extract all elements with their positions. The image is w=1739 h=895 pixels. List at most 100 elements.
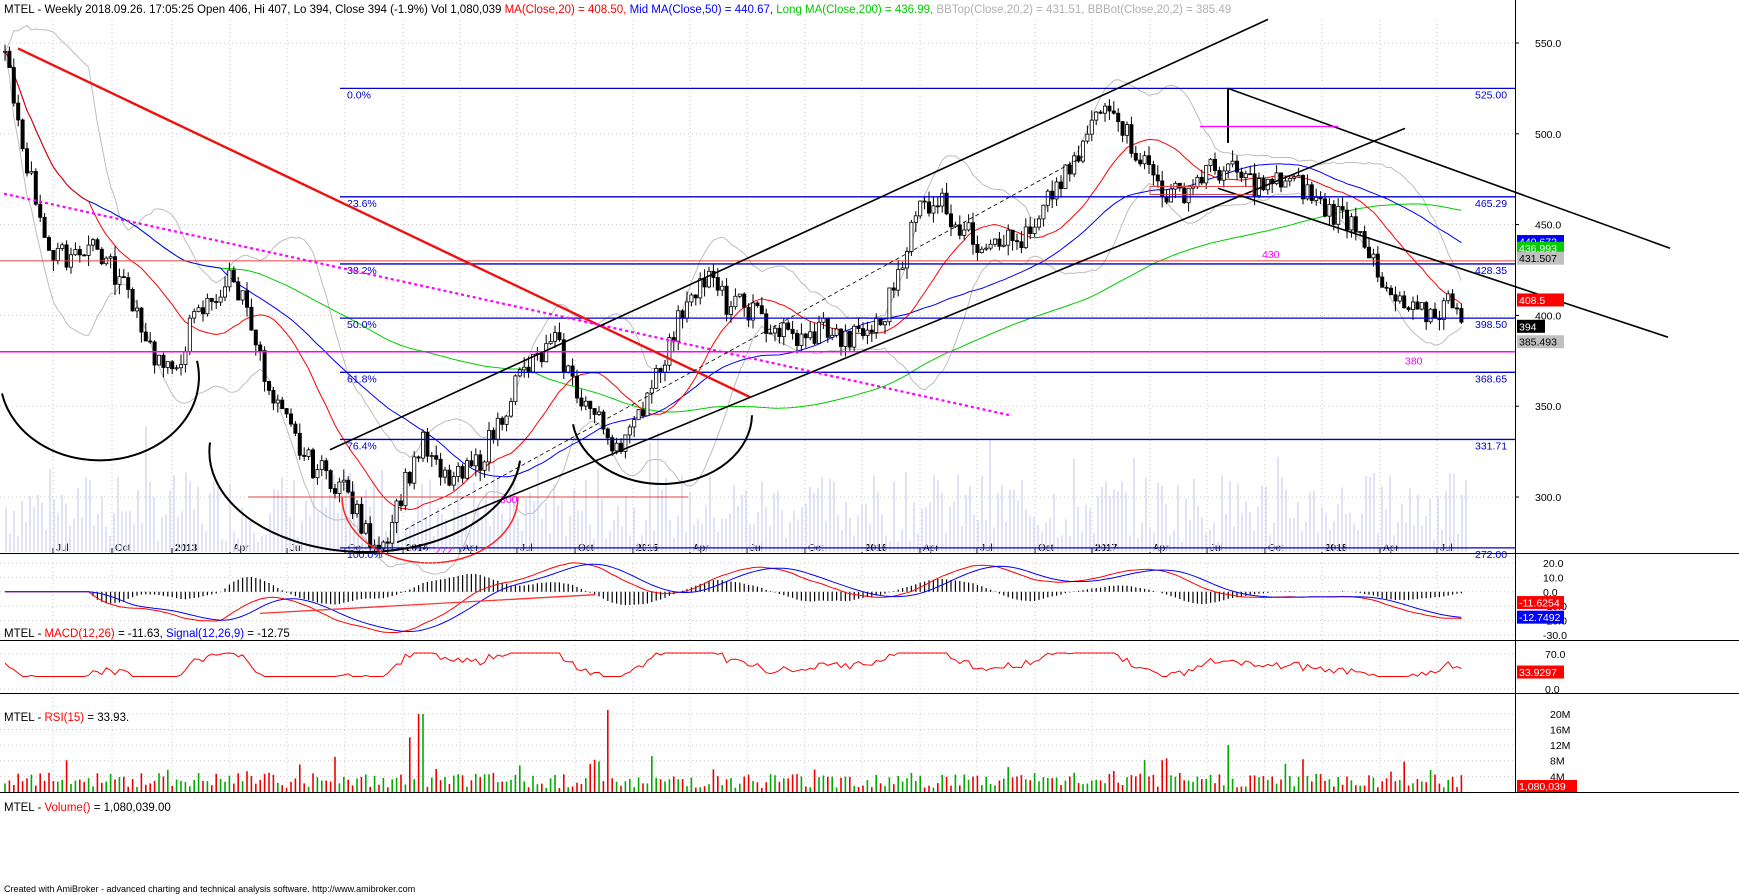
candle-body xyxy=(77,249,82,256)
candle-body xyxy=(966,222,971,231)
candle-body xyxy=(1138,159,1143,165)
candle-body xyxy=(1323,198,1328,217)
candle-body xyxy=(236,281,241,301)
candle-body xyxy=(641,409,646,417)
candle-body xyxy=(1314,197,1319,201)
fib-price-label: 428.35 xyxy=(1475,265,1507,277)
candle-body xyxy=(614,442,619,452)
header-main: MTEL - Weekly 2018.09.26. 17:05:25 Open … xyxy=(4,4,501,16)
candle-body xyxy=(170,361,175,370)
candle-body xyxy=(196,307,201,313)
candle-body xyxy=(707,270,712,288)
fib-price-label: 331.71 xyxy=(1475,440,1507,452)
candle-body xyxy=(297,432,302,456)
rsi-header: MTEL - RSI(15) = 33.93. xyxy=(4,712,129,724)
candle-body xyxy=(570,365,575,377)
candle-body xyxy=(214,301,219,303)
fib-pct-label: 0.0% xyxy=(347,89,371,101)
candle-body xyxy=(1283,180,1288,188)
price-pane: JulOct2013AprJulOct2014AprJulOct2015AprJ… xyxy=(0,18,1671,575)
candle-body xyxy=(764,313,769,334)
candle-body xyxy=(99,248,104,265)
candle-body xyxy=(1358,231,1363,233)
candle-body xyxy=(1433,308,1438,319)
candle-body xyxy=(627,426,632,436)
candle-body xyxy=(240,290,245,301)
candle-body xyxy=(1120,121,1125,136)
candle-body xyxy=(944,192,949,215)
price-marker-box xyxy=(1517,335,1564,349)
candle-body xyxy=(1393,294,1398,302)
candle-body xyxy=(310,449,315,479)
candle-body xyxy=(438,458,443,478)
candle-body xyxy=(1116,112,1121,123)
candle-body xyxy=(751,302,756,321)
candle-body xyxy=(993,238,998,245)
candle-body xyxy=(1054,181,1059,200)
price-marker-label: 385.493 xyxy=(1519,337,1557,349)
candle-body xyxy=(319,460,324,470)
candle-body xyxy=(979,248,984,253)
candle-body xyxy=(293,423,298,434)
header-ma20: MA(Close,20) = 408.50, xyxy=(505,4,627,16)
candle-body xyxy=(913,215,918,223)
candle-body xyxy=(20,119,25,150)
candle-body xyxy=(715,277,720,291)
downchannel-upper xyxy=(1227,87,1671,249)
candle-body xyxy=(1384,286,1389,289)
candle-body xyxy=(685,301,690,319)
candle-body xyxy=(553,332,558,342)
candle-body xyxy=(420,431,425,459)
candle-body xyxy=(442,469,447,478)
candle-body xyxy=(209,297,214,302)
candle-body xyxy=(456,465,461,477)
candle-body xyxy=(16,102,21,121)
candle-body xyxy=(1327,204,1332,217)
rsi-marker-box xyxy=(1517,665,1564,679)
candle-body xyxy=(869,329,874,333)
macd-marker-box xyxy=(1517,610,1564,624)
candle-body xyxy=(755,302,760,307)
candle-body xyxy=(429,455,434,458)
candle-body xyxy=(891,287,896,291)
candle-body xyxy=(874,318,879,333)
candle-body xyxy=(165,361,170,368)
candle-body xyxy=(676,310,681,342)
candle-body xyxy=(266,381,271,391)
candle-body xyxy=(363,523,368,534)
candle-body xyxy=(156,354,161,366)
candle-body xyxy=(773,327,778,334)
header-bbtop: BBTop(Close,20,2) = 431.51, xyxy=(936,4,1084,16)
candle-body xyxy=(113,256,118,285)
fib-price-label: 525.00 xyxy=(1475,89,1507,101)
candle-body xyxy=(1142,155,1147,165)
candle-body xyxy=(33,170,38,205)
volume-tick-label: 16M xyxy=(1550,724,1570,736)
arc-bottom xyxy=(208,442,521,553)
candle-body xyxy=(1050,190,1055,200)
candle-body xyxy=(592,408,597,415)
price-header: MTEL - Weekly 2018.09.26. 17:05:25 Open … xyxy=(4,4,1231,16)
candle-body xyxy=(139,307,144,333)
candle-body xyxy=(746,306,751,321)
x-tick-label: Oct xyxy=(808,543,824,554)
candle-body xyxy=(918,200,923,217)
volume-tick-label: 12M xyxy=(1550,740,1570,752)
candle-body xyxy=(227,269,232,288)
candle-body xyxy=(1305,184,1310,200)
candle-body xyxy=(1287,178,1292,182)
candle-body xyxy=(1213,158,1218,171)
candle-body xyxy=(1041,204,1046,220)
candle-body xyxy=(1402,295,1407,309)
candle-body xyxy=(949,213,954,228)
x-tick-label: Apr xyxy=(233,543,249,554)
candle-body xyxy=(469,460,474,467)
candle-body xyxy=(390,522,395,544)
rsi-tick-label: 0.0 xyxy=(1545,684,1560,696)
candle-body xyxy=(971,222,976,245)
fib-price-label: 398.50 xyxy=(1475,319,1507,331)
candle-body xyxy=(1397,295,1402,302)
candle-body xyxy=(825,317,830,338)
candle-body xyxy=(1195,176,1200,188)
